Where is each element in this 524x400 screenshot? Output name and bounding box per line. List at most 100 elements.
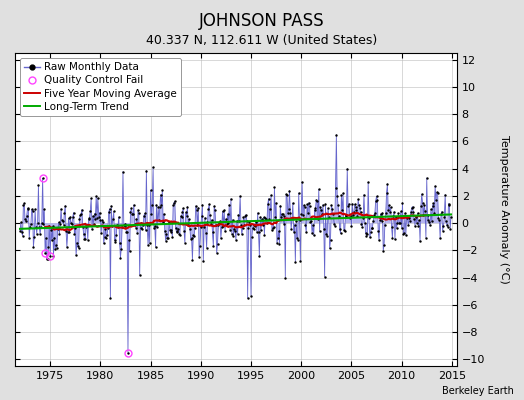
Point [89, 213, 97, 219]
Point [376, 217, 384, 224]
Point [190, 232, 198, 239]
Legend: Raw Monthly Data, Quality Control Fail, Five Year Moving Average, Long-Term Tren: Raw Monthly Data, Quality Control Fail, … [20, 58, 181, 116]
Point [328, 205, 336, 212]
Point [443, 221, 451, 228]
Point [118, 224, 126, 230]
Point [372, 198, 380, 204]
Point [192, 206, 201, 213]
Point [434, 215, 443, 221]
Point [60, 210, 69, 216]
Point [40, 206, 49, 212]
Point [366, 234, 374, 240]
Point [244, 295, 252, 301]
Point [279, 211, 287, 218]
Point [198, 202, 206, 208]
Point [291, 258, 300, 265]
Point [296, 217, 304, 223]
Point [17, 219, 25, 226]
Point [414, 223, 422, 230]
Point [117, 246, 125, 252]
Point [288, 215, 296, 222]
Point [124, 349, 132, 356]
Point [318, 211, 326, 218]
Point [265, 196, 273, 202]
Point [365, 215, 373, 222]
Point [336, 230, 345, 237]
Point [52, 245, 61, 251]
Point [223, 211, 232, 217]
Point [331, 185, 340, 191]
Point [409, 209, 418, 216]
Point [254, 229, 263, 236]
Point [258, 215, 266, 222]
Point [123, 228, 132, 235]
Point [225, 202, 233, 208]
Point [325, 214, 333, 220]
Point [300, 202, 308, 209]
Point [177, 213, 185, 219]
Point [161, 237, 170, 244]
Point [394, 220, 402, 226]
Point [416, 238, 424, 244]
Point [407, 209, 415, 215]
Point [346, 213, 355, 220]
Point [54, 219, 63, 226]
Point [172, 229, 181, 236]
Point [73, 239, 81, 246]
Point [222, 216, 230, 222]
Point [362, 232, 370, 239]
Point [149, 164, 157, 170]
Point [132, 224, 140, 231]
Point [227, 230, 236, 237]
Point [111, 239, 119, 245]
Point [315, 228, 324, 234]
Point [246, 222, 254, 228]
Point [74, 245, 83, 251]
Text: Berkeley Earth: Berkeley Earth [442, 386, 514, 396]
Point [210, 203, 219, 210]
Point [367, 225, 376, 231]
Point [374, 228, 383, 234]
Point [38, 175, 47, 182]
Point [27, 221, 35, 227]
Point [168, 234, 177, 240]
Point [293, 235, 301, 242]
Point [317, 206, 325, 213]
Point [52, 242, 60, 248]
Point [301, 222, 310, 229]
Point [30, 234, 38, 241]
Point [198, 213, 206, 219]
Point [121, 223, 129, 230]
Point [193, 222, 202, 228]
Point [404, 222, 412, 228]
Point [443, 224, 452, 230]
Point [90, 210, 99, 217]
Point [304, 200, 313, 206]
Point [139, 222, 147, 229]
Point [260, 232, 269, 238]
Point [241, 213, 249, 220]
Point [439, 228, 447, 234]
Point [298, 179, 306, 185]
Point [305, 203, 314, 210]
Point [384, 207, 392, 213]
Point [21, 218, 30, 224]
Point [408, 205, 416, 211]
Point [401, 210, 409, 216]
Point [136, 220, 145, 226]
Point [406, 217, 414, 224]
Point [356, 205, 364, 212]
Point [166, 226, 174, 233]
Point [325, 245, 334, 252]
Point [248, 234, 256, 240]
Point [275, 228, 283, 234]
Point [205, 201, 213, 208]
Point [327, 202, 335, 208]
Point [95, 210, 104, 216]
Point [286, 209, 294, 216]
Point [28, 208, 37, 214]
Point [178, 209, 187, 215]
Point [212, 222, 220, 228]
Point [373, 197, 381, 204]
Point [250, 221, 258, 228]
